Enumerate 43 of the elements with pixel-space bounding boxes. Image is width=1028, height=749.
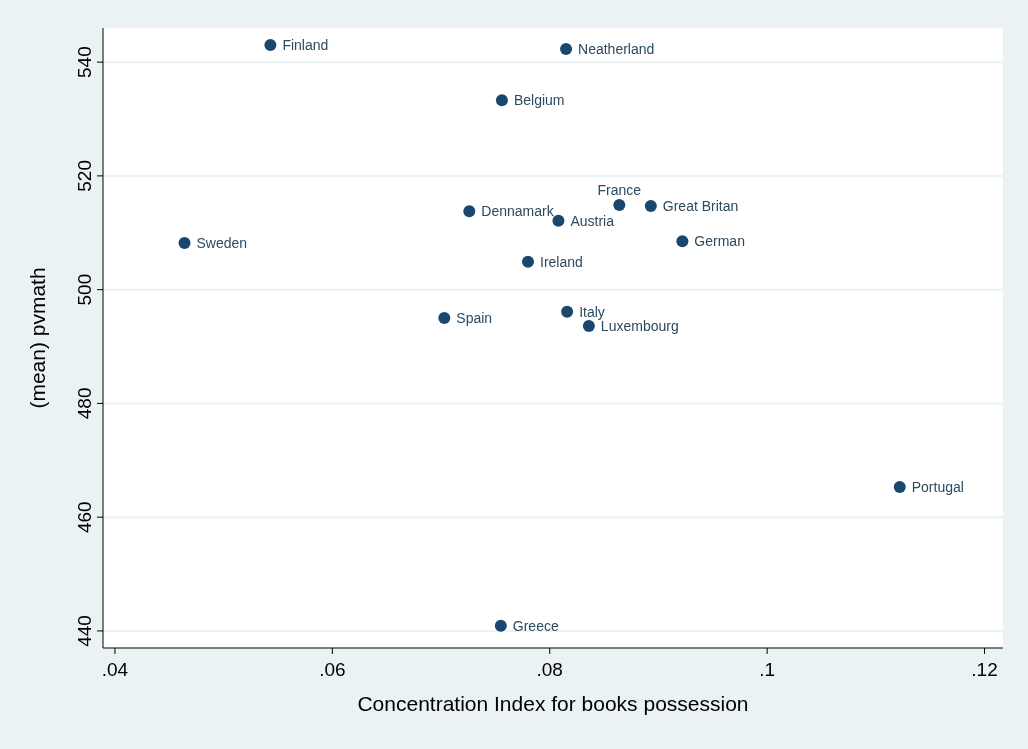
data-label: Dennamark <box>481 203 555 220</box>
point <box>560 43 573 56</box>
data-label: France <box>597 181 642 198</box>
point <box>264 39 277 52</box>
data-label: Great Britan <box>662 198 739 215</box>
data-label: Italy <box>579 303 605 320</box>
point <box>438 312 451 325</box>
data-label: Sweden <box>196 235 248 252</box>
point <box>178 237 191 250</box>
point <box>644 200 657 213</box>
data-label: Belgium <box>513 92 565 109</box>
point <box>552 214 565 227</box>
x-tick-label: .06 <box>319 659 346 680</box>
point <box>582 320 595 333</box>
data-label: Ireland <box>540 253 583 270</box>
data-label: Portugal <box>911 479 964 496</box>
y-tick-label: 480 <box>74 387 95 420</box>
data-label: Greece <box>512 617 559 634</box>
x-tick-label: .12 <box>971 659 998 680</box>
point <box>494 619 507 632</box>
data-label: Austria <box>570 212 615 229</box>
y-tick-label: 440 <box>74 615 95 647</box>
data-label: Neatherland <box>578 41 655 58</box>
point <box>893 481 906 494</box>
point <box>522 255 534 268</box>
y-axis-title: (mean) pvmath <box>26 267 49 409</box>
point <box>463 205 476 218</box>
point <box>613 198 626 211</box>
data-label: Finland <box>282 37 329 54</box>
x-axis-title: Concentration Index for books possession <box>357 692 749 715</box>
point <box>561 305 574 318</box>
x-tick-label: .1 <box>759 659 776 680</box>
y-tick-label: 540 <box>74 46 95 78</box>
x-tick-label: .08 <box>536 659 563 680</box>
point <box>676 235 689 248</box>
data-label: German <box>694 233 745 250</box>
point <box>495 94 508 107</box>
x-tick-label: .04 <box>101 659 129 680</box>
data-label: Spain <box>456 310 493 327</box>
y-tick-label: 500 <box>74 273 95 306</box>
y-tick-label: 460 <box>74 501 95 534</box>
data-label: Luxembourg <box>600 318 679 335</box>
y-tick-label: 520 <box>74 160 95 192</box>
